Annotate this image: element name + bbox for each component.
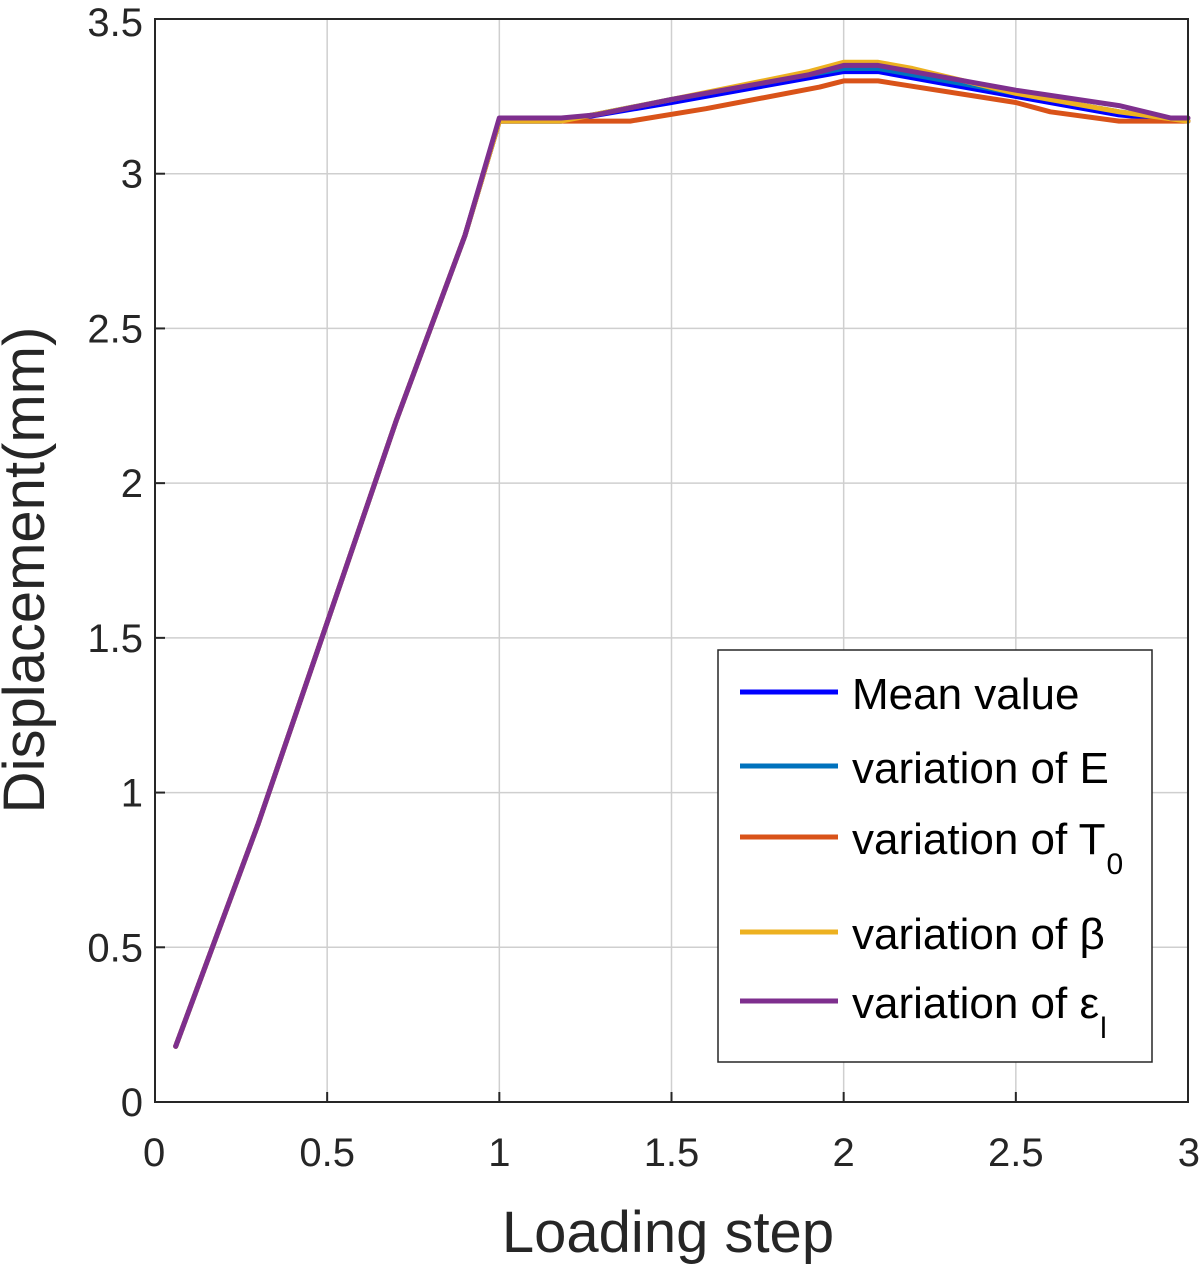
legend-subscript-2: 0 [1107, 848, 1124, 881]
x-tick-labels: 0 0.5 1 1.5 2 2.5 3 [143, 1131, 1200, 1175]
legend-label-1: variation of E [852, 744, 1109, 793]
x-tick-label: 0 [143, 1131, 165, 1175]
y-tick-label: 2.5 [87, 307, 143, 351]
y-tick-label: 0.5 [87, 926, 143, 970]
legend-label-4: variation of ε [852, 979, 1099, 1028]
y-tick-label: 1 [121, 772, 143, 816]
y-tick-label: 1.5 [87, 617, 143, 661]
series-lines [173, 59, 1191, 1049]
x-axis-label: Loading step [502, 1200, 834, 1265]
legend-box [717, 649, 1153, 1063]
x-tick-label: 1.5 [644, 1131, 700, 1175]
legend-subscript-4: l [1100, 1012, 1107, 1045]
series-line-4 [173, 62, 1191, 1049]
plot-frame [154, 18, 1189, 1103]
legend-label-2: variation of T [852, 815, 1106, 864]
legend-label-3: variation of β [852, 910, 1105, 959]
y-tick-label: 2 [121, 462, 143, 506]
y-tick-label: 3.5 [87, 1, 143, 45]
x-tick-label: 1 [488, 1131, 510, 1175]
y-tick-label: 3 [121, 153, 143, 197]
legend-label-0: Mean value [852, 670, 1079, 719]
y-tick-labels: 0 0.5 1 1.5 2 2.5 3 3.5 [87, 1, 143, 1125]
x-tick-label: 2 [833, 1131, 855, 1175]
x-tick-label: 2.5 [988, 1131, 1044, 1175]
x-tick-label: 0.5 [299, 1131, 355, 1175]
x-tick-label: 3 [1178, 1131, 1200, 1175]
y-tick-label: 0 [121, 1081, 143, 1125]
y-axis-label: Displacement(mm) [0, 327, 57, 814]
